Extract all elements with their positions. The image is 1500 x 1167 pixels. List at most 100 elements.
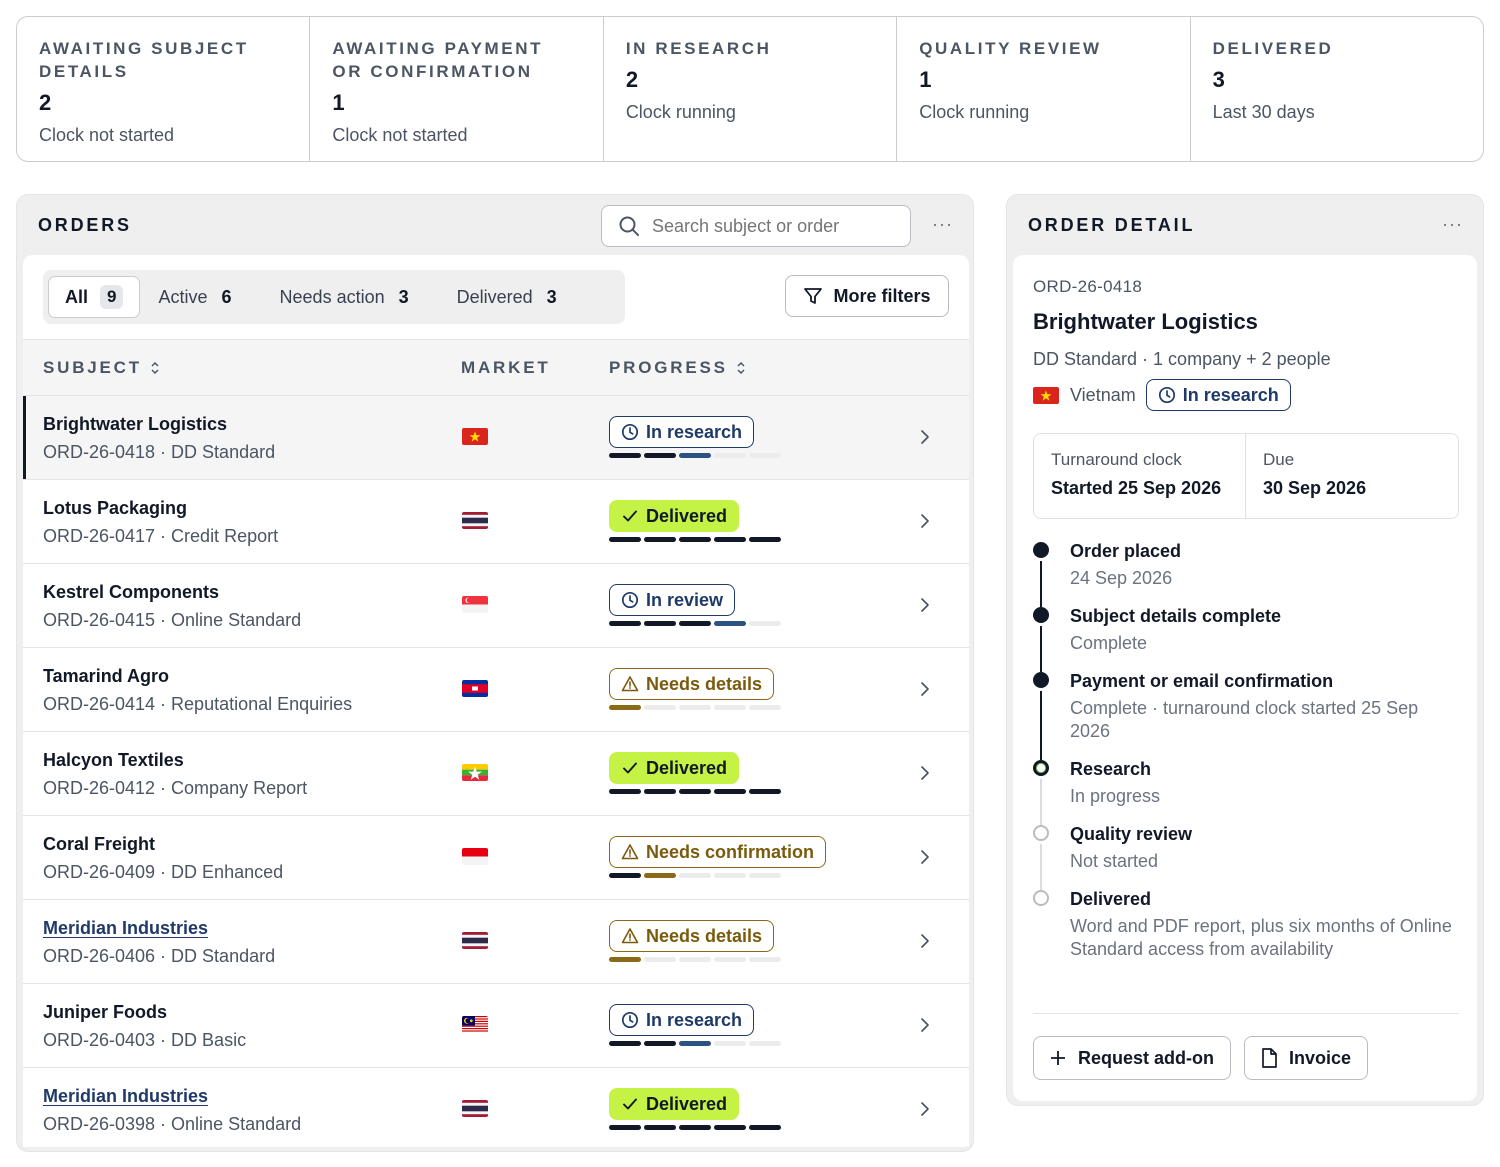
warning-icon bbox=[621, 676, 639, 692]
malaysia-flag-icon bbox=[462, 1016, 488, 1033]
detail-more-menu-icon[interactable]: ··· bbox=[1442, 214, 1463, 234]
order-reference: ORD-26-0406 · DD Standard bbox=[43, 946, 276, 966]
chevron-right-icon bbox=[921, 934, 929, 948]
status-summary: Awaiting subject details 2 Clock not sta… bbox=[16, 16, 1484, 162]
summary-card-delivered[interactable]: Delivered 3 Last 30 days bbox=[1191, 17, 1483, 161]
progress-segment bbox=[714, 873, 746, 878]
progress-bar bbox=[609, 1041, 781, 1046]
filter-tab-active[interactable]: Active 6 bbox=[140, 276, 249, 318]
open-order-chevron[interactable] bbox=[919, 680, 931, 703]
open-order-chevron[interactable] bbox=[919, 932, 931, 955]
filter-tab-delivered[interactable]: Delivered 3 bbox=[439, 276, 575, 318]
order-row[interactable]: Lotus Packaging ORD-26-0417 · Credit Repo… bbox=[23, 480, 969, 564]
orders-title: ORDERS bbox=[38, 214, 132, 235]
status-badge: In review bbox=[609, 584, 736, 616]
summary-card-awaiting-subject[interactable]: Awaiting subject details 2 Clock not sta… bbox=[17, 17, 311, 161]
order-row[interactable]: Brightwater Logistics ORD-26-0418 · DD St… bbox=[23, 396, 969, 480]
order-row[interactable]: Coral Freight ORD-26-0409 · DD Enhanced Ne… bbox=[23, 816, 969, 900]
chevron-right-icon bbox=[921, 682, 929, 696]
open-order-chevron[interactable] bbox=[919, 596, 931, 619]
filter-tab-all[interactable]: All 9 bbox=[48, 276, 141, 318]
status-label: Delivered bbox=[646, 505, 728, 526]
turnaround-clock: Turnaround clock Started 25 Sep 2026 bbox=[1034, 434, 1246, 518]
search-icon bbox=[618, 215, 640, 237]
progress-segment bbox=[714, 537, 746, 542]
progress-segment bbox=[749, 621, 781, 626]
request-add-on-button[interactable]: Request add-on bbox=[1033, 1036, 1232, 1080]
open-order-chevron[interactable] bbox=[919, 1100, 931, 1123]
order-row[interactable]: Meridian Industries ORD-26-0398 · Online … bbox=[23, 1068, 969, 1147]
open-order-chevron[interactable] bbox=[919, 764, 931, 787]
summary-title: Awaiting payment or confirmation bbox=[332, 39, 544, 81]
open-order-chevron[interactable] bbox=[919, 428, 931, 451]
vietnam-flag-icon bbox=[1033, 386, 1059, 404]
order-row[interactable]: Meridian Industries ORD-26-0406 · DD Stan… bbox=[23, 900, 969, 984]
clock-label: Turnaround clock bbox=[1051, 450, 1182, 469]
progress-segment bbox=[609, 537, 641, 542]
summary-card-quality-review[interactable]: Quality review 1 Clock running bbox=[897, 17, 1191, 161]
status-label: Needs confirmation bbox=[646, 841, 815, 862]
chevron-right-icon bbox=[921, 514, 929, 528]
status-badge: Needs confirmation bbox=[609, 836, 827, 868]
timeline-dot bbox=[1033, 672, 1049, 688]
progress-segment bbox=[714, 789, 746, 794]
order-reference: ORD-26-0398 · Online Standard bbox=[43, 1114, 302, 1134]
orders-body: All 9 Active 6 Needs action 3 Delivered … bbox=[23, 255, 969, 1147]
chevron-right-icon bbox=[921, 850, 929, 864]
column-progress[interactable]: PROGRESS bbox=[609, 358, 746, 378]
order-timeline: Order placed 24 Sep 2026 Subject details c… bbox=[1033, 539, 1463, 961]
summary-title: Quality review bbox=[919, 39, 1102, 58]
progress-bar bbox=[609, 705, 781, 710]
search-input[interactable] bbox=[652, 215, 882, 237]
progress-segment bbox=[749, 789, 781, 794]
search-box[interactable] bbox=[601, 205, 911, 247]
order-row[interactable]: Tamarind Agro ORD-26-0414 · Reputational … bbox=[23, 648, 969, 732]
clock-icon bbox=[1158, 386, 1175, 404]
orders-more-menu-icon[interactable]: ··· bbox=[932, 214, 953, 234]
status-label: Delivered bbox=[646, 1093, 728, 1114]
summary-card-awaiting-payment[interactable]: Awaiting payment or confirmation 1 Clock… bbox=[310, 17, 604, 161]
open-order-chevron[interactable] bbox=[919, 1016, 931, 1039]
progress-segment bbox=[679, 873, 711, 878]
open-order-chevron[interactable] bbox=[919, 848, 931, 871]
timeline-dot bbox=[1033, 607, 1049, 623]
column-market: MARKET bbox=[461, 358, 551, 378]
order-reference: ORD-26-0412 · Company Report bbox=[43, 778, 308, 798]
clock-icon bbox=[621, 423, 639, 441]
filter-tab-needs-action[interactable]: Needs action 3 bbox=[262, 276, 427, 318]
order-subject-name: Brightwater Logistics bbox=[1033, 309, 1258, 334]
status-label: In research bbox=[1182, 384, 1279, 405]
progress-segment bbox=[644, 537, 676, 542]
clock-value: Started 25 Sep 2026 bbox=[1051, 478, 1222, 498]
chevron-right-icon bbox=[921, 1102, 929, 1116]
invoice-button[interactable]: Invoice bbox=[1244, 1036, 1369, 1080]
filter-tab-count: 3 bbox=[546, 286, 557, 307]
progress-segment bbox=[609, 621, 641, 626]
timeline-connector bbox=[1040, 844, 1042, 890]
progress-segment bbox=[679, 621, 711, 626]
timeline-step: Order placed 24 Sep 2026 bbox=[1033, 539, 1463, 607]
progress-segment bbox=[714, 957, 746, 962]
summary-note: Clock not started bbox=[332, 125, 468, 145]
summary-note: Clock running bbox=[625, 102, 736, 122]
column-subject[interactable]: SUBJECT bbox=[43, 358, 160, 378]
progress-segment bbox=[714, 621, 746, 626]
order-subject-name[interactable]: Meridian Industries bbox=[43, 1086, 209, 1106]
more-filters-button[interactable]: More filters bbox=[785, 275, 949, 317]
timeline-step-description: Not started bbox=[1070, 851, 1159, 871]
order-row[interactable]: Juniper Foods ORD-26-0403 · DD Basic In re… bbox=[23, 984, 969, 1068]
progress-segment bbox=[749, 705, 781, 710]
open-order-chevron[interactable] bbox=[919, 512, 931, 535]
progress-segment bbox=[644, 621, 676, 626]
summary-count: 1 bbox=[919, 67, 932, 92]
check-icon bbox=[623, 1098, 637, 1110]
filter-tab-label: All bbox=[65, 286, 89, 307]
order-row[interactable]: Kestrel Components ORD-26-0415 · Online S… bbox=[23, 564, 969, 648]
timeline-connector bbox=[1040, 691, 1042, 760]
detail-header: ORDER DETAIL ··· bbox=[1007, 195, 1483, 255]
order-row[interactable]: Halcyon Textiles ORD-26-0412 · Company Re… bbox=[23, 732, 969, 816]
order-subject-name[interactable]: Meridian Industries bbox=[43, 918, 209, 938]
summary-card-in-research[interactable]: In research 2 Clock running bbox=[604, 17, 898, 161]
summary-count: 2 bbox=[625, 67, 639, 92]
timeline-step-title: Quality review bbox=[1070, 824, 1193, 844]
